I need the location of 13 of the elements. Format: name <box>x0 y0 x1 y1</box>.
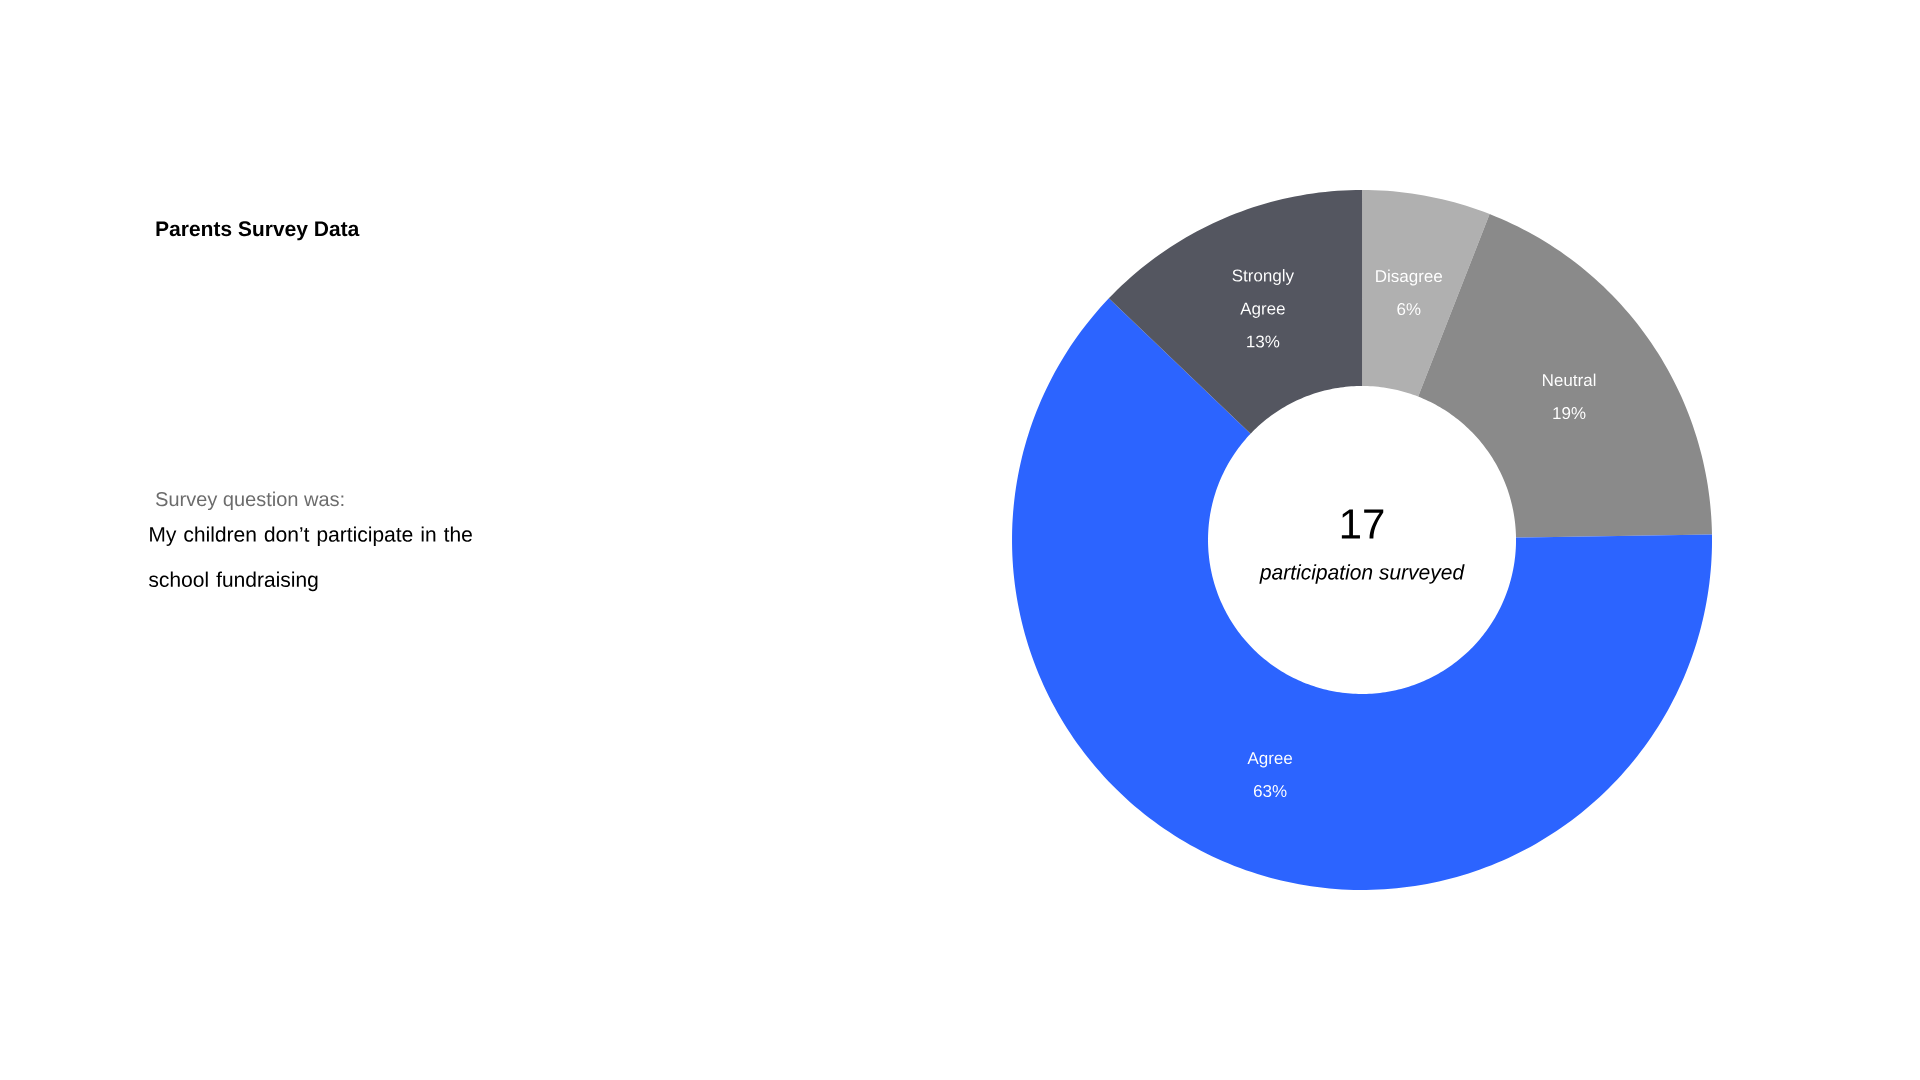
slice-label: Agree <box>1247 752 1293 768</box>
text: Survey question was: <box>155 491 344 511</box>
data-label: 13% <box>1247 335 1280 348</box>
data-label: 6% <box>1397 303 1421 316</box>
slice-label: Neutral <box>1543 373 1596 387</box>
slice-label: Strongly Agree <box>1232 269 1295 318</box>
text: participation surveyed <box>1259 564 1465 584</box>
slice-label: Disagree <box>1376 269 1443 286</box>
text: My children don’t participate in the school fundraising <box>149 526 472 592</box>
data-label: 19% <box>1553 407 1586 420</box>
text: Parents Survey Data <box>156 221 360 241</box>
data-label: 63% <box>1253 785 1287 798</box>
text: 17 <box>1341 509 1384 539</box>
